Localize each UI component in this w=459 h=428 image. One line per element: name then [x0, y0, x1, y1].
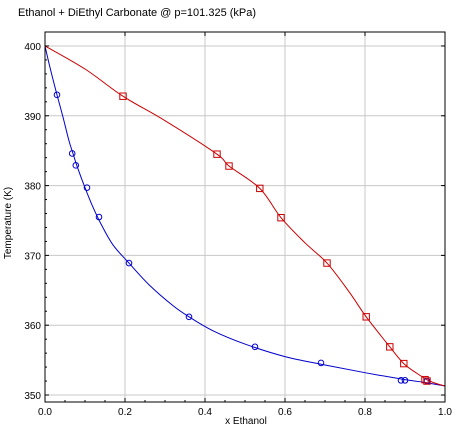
axis-layer: 0.0 0.2 0.4 0.6 0.8 1.0 350 360 370 380 390 400 — [24, 31, 452, 418]
square-data-point — [213, 150, 221, 158]
y-tick-label: 400 — [24, 42, 41, 53]
y-tick-label: 360 — [24, 321, 41, 332]
circle-data-point — [53, 91, 61, 99]
x-tick-label: 0.0 — [38, 407, 52, 418]
circle-data-point — [401, 377, 409, 384]
grid-layer — [45, 32, 445, 402]
circle-data-point — [125, 259, 133, 267]
circle-data-point — [68, 150, 76, 157]
x-axis-label: x Ethanol — [225, 416, 267, 427]
circle-data-point — [72, 162, 80, 169]
dew-curve-line — [44, 45, 446, 387]
x-tick-label: 0.4 — [198, 407, 212, 418]
square-data-point — [386, 343, 394, 351]
y-axis-label: Temperature (K) — [3, 187, 14, 259]
square-data-point — [323, 259, 331, 267]
y-tick-label: 350 — [24, 391, 41, 402]
square-data-point — [423, 377, 431, 385]
square-data-point — [277, 213, 285, 222]
y-tick-label: 390 — [24, 112, 41, 123]
x-tick-label: 0.2 — [118, 407, 132, 418]
chart-title: Ethanol + DiEthyl Carbonate @ p=101.325 … — [18, 7, 257, 19]
lines-layer — [44, 45, 446, 387]
circle-data-point — [95, 213, 103, 221]
square-data-point — [225, 162, 233, 170]
x-tick-label: 0.8 — [358, 407, 372, 418]
points-layer — [53, 91, 431, 385]
plot-frame — [44, 31, 446, 403]
circle-data-point — [317, 359, 325, 367]
circle-data-point — [251, 343, 259, 351]
square-data-point — [119, 92, 127, 100]
y-tick-label: 370 — [24, 251, 41, 262]
square-data-point — [256, 184, 264, 193]
bubble-curve-line — [44, 45, 446, 387]
square-data-point — [400, 359, 408, 368]
square-data-point — [421, 375, 429, 384]
square-data-point — [362, 313, 370, 321]
circle-data-point — [397, 377, 405, 384]
circle-data-point — [83, 184, 91, 191]
y-tick-label: 380 — [24, 182, 41, 193]
x-tick-label: 0.6 — [278, 407, 292, 418]
circle-data-point — [185, 313, 193, 321]
x-tick-label: 1.0 — [438, 407, 452, 418]
